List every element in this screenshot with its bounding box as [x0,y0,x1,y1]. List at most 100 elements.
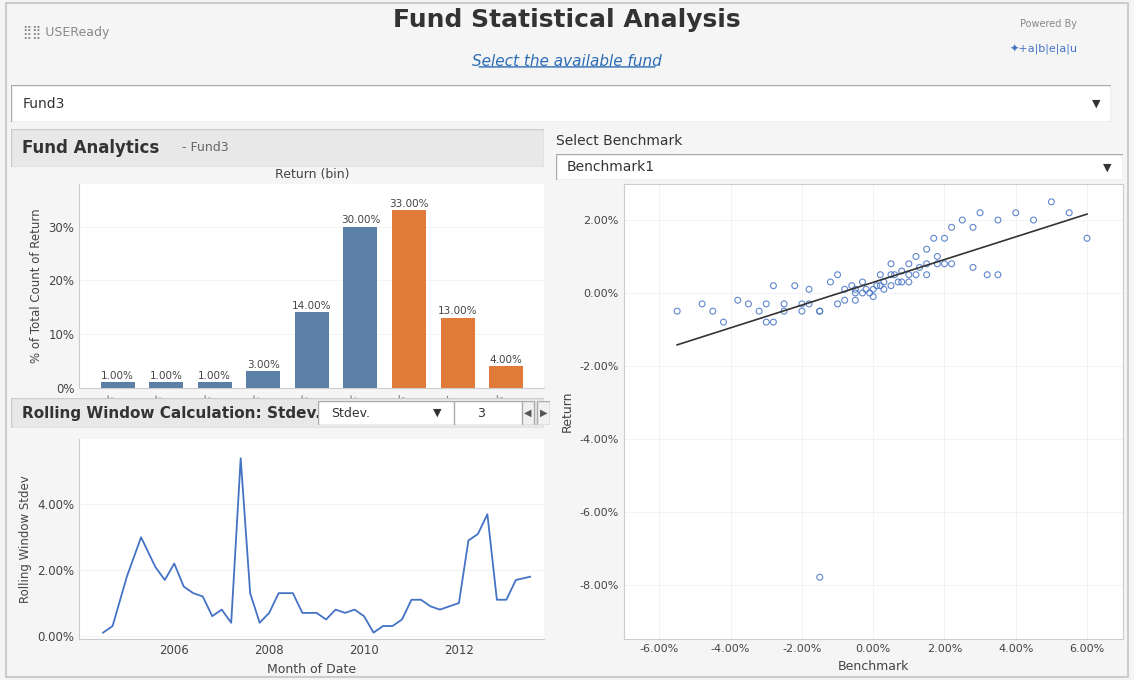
Bar [344,226,378,388]
Point [874,277,892,288]
Point [907,251,925,262]
Point [739,299,758,309]
Point [758,317,776,328]
FancyBboxPatch shape [11,85,1111,122]
Point [1060,207,1078,218]
Point [750,306,768,317]
Point [1078,233,1097,243]
Text: Fund Analytics: Fund Analytics [22,139,159,157]
Text: 1.00%: 1.00% [198,371,231,381]
Text: Fund3: Fund3 [23,97,65,111]
Bar [197,382,231,388]
Point [811,572,829,583]
Text: 1.00%: 1.00% [101,371,134,381]
Point [829,269,847,280]
Point [799,299,818,309]
FancyBboxPatch shape [454,401,522,425]
Point [964,222,982,233]
Point [929,251,947,262]
Text: 13.00%: 13.00% [438,306,477,316]
Point [899,258,917,269]
Title: Return (bin): Return (bin) [274,168,349,181]
Bar [246,371,280,388]
Bar [489,366,523,388]
Bar [101,382,135,388]
Text: Select Benchmark: Select Benchmark [556,134,682,148]
Point [886,269,904,280]
Point [864,284,882,294]
FancyBboxPatch shape [556,154,1123,180]
Point [899,269,917,280]
Point [764,280,782,291]
Bar [149,382,183,388]
FancyBboxPatch shape [522,401,534,425]
FancyBboxPatch shape [11,398,544,428]
Text: ◀: ◀ [524,408,532,418]
Point [775,306,793,317]
Text: Powered By: Powered By [1021,20,1077,29]
Point [854,288,872,299]
Bar [295,312,329,388]
Text: 3: 3 [477,407,484,420]
Point [793,299,811,309]
Point [821,277,839,288]
Text: 3.00%: 3.00% [247,360,280,370]
Point [892,277,911,288]
Point [882,269,900,280]
Point [942,222,960,233]
Point [924,233,942,243]
Point [668,306,686,317]
Text: ▼: ▼ [433,408,441,418]
Text: Fund Statistical Analysis: Fund Statistical Analysis [393,8,741,33]
FancyBboxPatch shape [11,129,544,167]
Text: ▶: ▶ [540,408,548,418]
Point [857,284,875,294]
Point [861,288,879,299]
Text: 30.00%: 30.00% [340,215,380,225]
Point [704,306,722,317]
Point [793,306,811,317]
Text: Rolling Window Calculation: Stdev.: Rolling Window Calculation: Stdev. [22,405,321,421]
Point [954,215,972,226]
Text: ▼: ▼ [1092,99,1100,109]
Text: ✦+a|b|e|a|u: ✦+a|b|e|a|u [1009,44,1077,54]
Y-axis label: Return: Return [561,390,574,432]
Point [874,284,892,294]
Point [1024,215,1042,226]
Point [936,258,954,269]
Point [764,317,782,328]
Point [729,295,747,306]
Point [829,299,847,309]
Point [899,277,917,288]
Text: 33.00%: 33.00% [389,199,429,209]
Point [892,266,911,277]
Text: Stdev.: Stdev. [331,407,370,420]
Point [836,284,854,294]
Point [989,269,1007,280]
Point [882,258,900,269]
Point [693,299,711,309]
Point [917,258,936,269]
X-axis label: Month of Date: Month of Date [268,662,356,676]
Point [758,299,776,309]
Point [971,207,989,218]
Point [811,306,829,317]
Point [1007,207,1025,218]
Point [854,277,872,288]
Point [942,258,960,269]
Point [868,280,886,291]
FancyBboxPatch shape [318,401,454,425]
Text: Select the available fund: Select the available fund [472,54,662,69]
Text: ▼: ▼ [1103,163,1111,172]
Text: Benchmark1: Benchmark1 [567,160,655,174]
Text: - Fund3: - Fund3 [181,141,229,154]
Point [907,269,925,280]
Point [917,269,936,280]
Point [1042,197,1060,207]
Point [846,288,864,299]
Text: 4.00%: 4.00% [490,354,523,364]
Point [799,284,818,294]
Point [714,317,733,328]
Point [936,233,954,243]
Point [843,280,861,291]
